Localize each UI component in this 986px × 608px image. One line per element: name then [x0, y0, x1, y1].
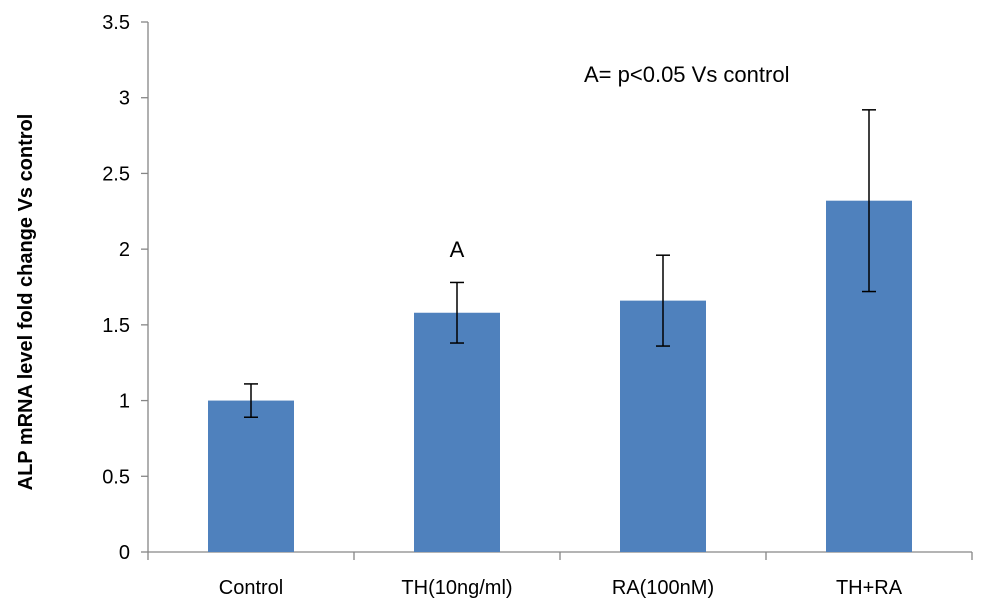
x-tick-label: Control: [219, 577, 283, 599]
y-axis: 0 0.5 1 1.5 2 2.5 3 3.5: [102, 12, 149, 564]
y-tick-label: 0.5: [102, 466, 130, 488]
x-tick-label: RA(100nM): [612, 577, 714, 599]
significance-note: A= p<0.05 Vs control: [584, 62, 789, 87]
x-tick-label: TH(10ng/ml): [401, 577, 512, 599]
bar: [414, 312, 500, 552]
error-bar: [862, 109, 876, 293]
bar-annotations: A: [450, 237, 465, 262]
error-bar: [656, 254, 670, 347]
y-tick-label: 2: [119, 239, 130, 261]
y-tick-label: 0: [119, 542, 130, 564]
y-tick-label: 1: [119, 391, 130, 413]
bar: [208, 400, 294, 552]
x-tick-label: TH+RA: [836, 577, 903, 599]
y-tick-label: 1.5: [102, 315, 130, 337]
error-bars: [244, 109, 876, 418]
y-axis-title: ALP mRNA level fold change Vs control: [15, 114, 37, 491]
y-tick-label: 2.5: [102, 163, 130, 185]
y-tick-label: 3.5: [102, 12, 130, 34]
error-bar: [450, 281, 464, 344]
significance-label: A: [450, 237, 465, 262]
y-tick-label: 3: [119, 88, 130, 110]
x-axis: Control TH(10ng/ml) RA(100nM) TH+RA: [147, 551, 973, 599]
bars: [208, 200, 912, 552]
error-bar: [244, 383, 258, 418]
